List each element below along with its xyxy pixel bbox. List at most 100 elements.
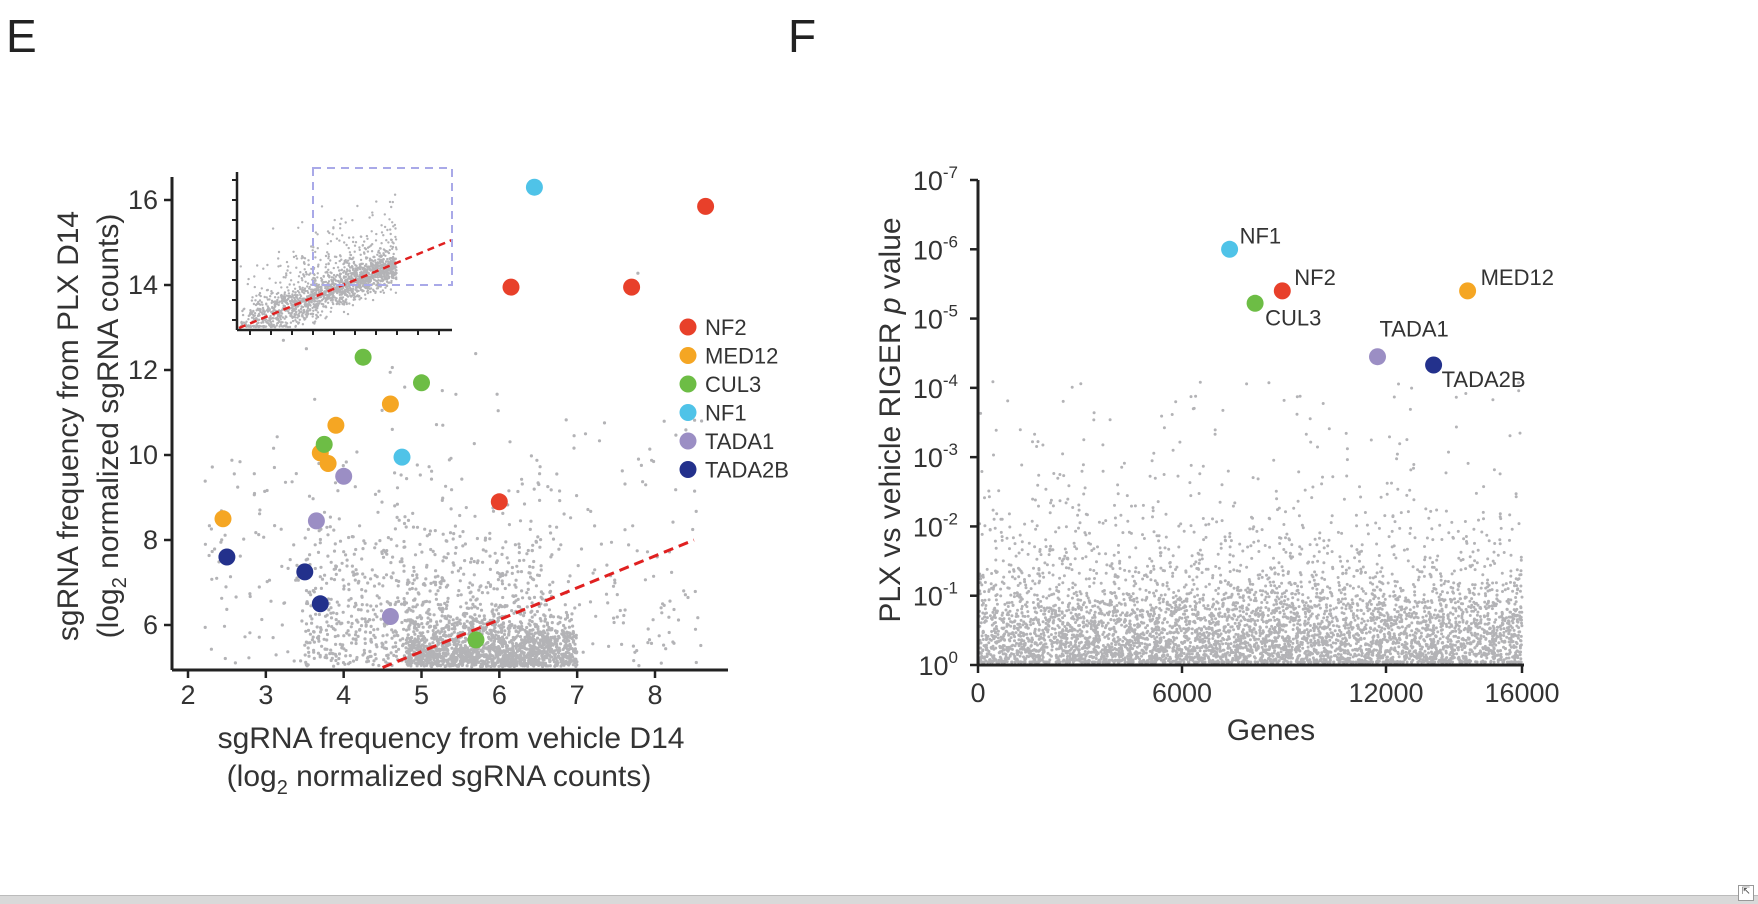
background-sgrna-point	[502, 625, 505, 628]
background-sgrna-point	[392, 571, 395, 574]
legend-swatch-med12	[680, 347, 697, 364]
background-sgrna-point	[337, 620, 340, 623]
inset-point	[339, 294, 341, 296]
background-sgrna-point	[254, 531, 257, 534]
background-sgrna-point	[430, 661, 433, 664]
inset-point	[352, 304, 354, 306]
background-sgrna-point	[436, 589, 439, 592]
background-sgrna-point	[575, 651, 578, 654]
background-sgrna-point	[554, 663, 557, 666]
inset-point	[339, 227, 341, 229]
background-sgrna-point	[620, 643, 623, 646]
inset-point	[314, 320, 316, 322]
inset-point	[309, 286, 311, 288]
inset-point	[335, 262, 337, 264]
inset-point	[335, 297, 337, 299]
background-sgrna-point	[311, 638, 314, 641]
background-sgrna-point	[360, 595, 363, 598]
inset-point	[371, 214, 373, 216]
background-gene-point	[1048, 588, 1051, 591]
background-sgrna-point	[492, 664, 495, 667]
background-sgrna-point	[553, 638, 556, 641]
background-sgrna-point	[455, 658, 458, 661]
background-sgrna-point	[424, 577, 427, 580]
background-sgrna-point	[336, 489, 339, 492]
background-sgrna-point	[307, 651, 310, 654]
background-sgrna-point	[562, 624, 565, 627]
background-sgrna-point	[562, 639, 565, 642]
background-sgrna-point	[527, 549, 530, 552]
background-sgrna-point	[473, 560, 476, 563]
background-sgrna-point	[319, 566, 322, 569]
background-gene-point	[1009, 594, 1012, 597]
background-sgrna-point	[533, 639, 536, 642]
background-sgrna-point	[412, 622, 415, 625]
background-sgrna-point	[436, 575, 439, 578]
background-sgrna-point	[631, 524, 634, 527]
background-sgrna-point	[305, 622, 308, 625]
background-sgrna-point	[437, 639, 440, 642]
background-gene-point	[1414, 536, 1417, 539]
background-sgrna-point	[538, 472, 541, 475]
background-sgrna-point	[470, 557, 473, 560]
background-sgrna-point	[276, 435, 279, 438]
background-sgrna-point	[513, 583, 516, 586]
background-sgrna-point	[448, 621, 451, 624]
background-sgrna-point	[567, 652, 570, 655]
background-sgrna-point	[559, 616, 562, 619]
background-sgrna-point	[441, 389, 444, 392]
inset-point	[271, 302, 273, 304]
inset-point	[250, 326, 252, 328]
legend-swatch-cul3	[680, 376, 697, 393]
inset-point	[362, 263, 364, 265]
background-sgrna-point	[528, 597, 531, 600]
inset-point	[356, 273, 358, 275]
background-sgrna-point	[571, 625, 574, 628]
inset-point	[390, 245, 392, 247]
background-gene-point	[1275, 603, 1278, 606]
background-sgrna-point	[420, 622, 423, 625]
background-sgrna-point	[541, 597, 544, 600]
panel-letter-f: F	[788, 10, 816, 62]
background-sgrna-point	[412, 526, 415, 529]
background-sgrna-point	[284, 481, 287, 484]
legend-swatch-tada1	[680, 433, 697, 450]
background-sgrna-point	[513, 659, 516, 662]
background-sgrna-point	[329, 516, 332, 519]
background-sgrna-point	[485, 586, 488, 589]
inset-point	[386, 278, 388, 280]
inset-point	[321, 303, 323, 305]
background-sgrna-point	[361, 547, 364, 550]
background-sgrna-point	[358, 524, 361, 527]
background-sgrna-point	[439, 586, 442, 589]
background-sgrna-point	[463, 659, 466, 662]
background-gene-point	[1506, 608, 1509, 611]
background-sgrna-point	[507, 633, 510, 636]
inset-point	[261, 304, 263, 306]
background-sgrna-point	[304, 653, 307, 656]
inset-point	[325, 266, 327, 268]
background-sgrna-point	[641, 480, 644, 483]
background-sgrna-point	[361, 617, 364, 620]
inset-point	[289, 272, 291, 274]
background-gene-point	[1248, 527, 1251, 530]
inset-point	[251, 296, 253, 298]
background-sgrna-point	[317, 640, 320, 643]
inset-point	[265, 318, 267, 320]
background-sgrna-point	[533, 642, 536, 645]
background-sgrna-point	[323, 574, 326, 577]
inset-point	[317, 265, 319, 267]
inset-point	[295, 255, 297, 257]
inset-point	[297, 227, 299, 229]
inset-point	[373, 290, 375, 292]
background-sgrna-point	[491, 642, 494, 645]
background-sgrna-point	[308, 553, 311, 556]
background-sgrna-point	[376, 511, 379, 514]
background-sgrna-point	[492, 510, 495, 513]
inset-point	[292, 320, 294, 322]
inset-point	[390, 206, 392, 208]
background-gene-point	[1348, 636, 1351, 639]
background-sgrna-point	[429, 625, 432, 628]
background-sgrna-point	[354, 639, 357, 642]
background-sgrna-point	[674, 488, 677, 491]
